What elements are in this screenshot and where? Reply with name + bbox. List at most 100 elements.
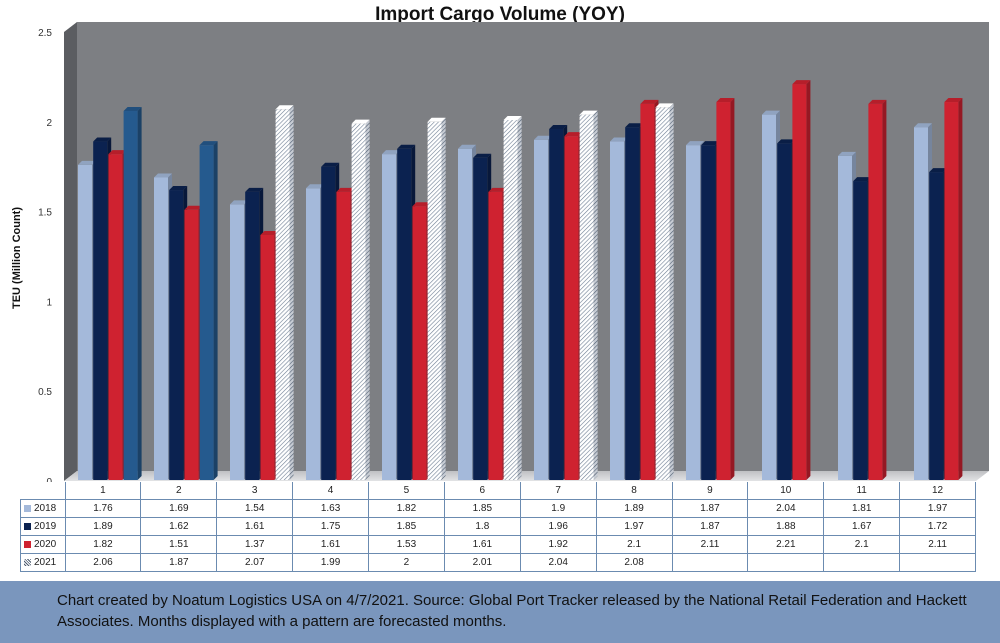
legend-label: 2021: [34, 557, 57, 568]
x-tick-label: 1: [64, 482, 142, 500]
bar-top: [579, 110, 598, 115]
data-label: 2.04: [747, 499, 825, 518]
bar-top: [944, 98, 963, 103]
data-label: 2.08: [595, 553, 673, 572]
y-tick-label: 1: [46, 297, 52, 308]
bar-top: [260, 230, 279, 235]
x-tick-label: 10: [747, 482, 825, 500]
bar-top: [929, 168, 948, 173]
legend-swatch: [24, 522, 31, 530]
bar-2019-3: [245, 191, 260, 480]
bar-top: [412, 202, 431, 207]
data-label: 1.53: [368, 535, 445, 554]
bar-2019-9: [701, 145, 716, 480]
bar-top: [321, 162, 340, 167]
bar-top: [169, 186, 188, 191]
data-label: 1.61: [443, 535, 521, 554]
data-label: 1.75: [292, 517, 369, 536]
data-label: 1.89: [595, 499, 673, 518]
bar-2018-8: [610, 141, 624, 480]
bar-2018-5: [382, 154, 396, 481]
bar-2021-2: [199, 145, 214, 480]
x-tick-label: 5: [368, 482, 445, 500]
table-row: 2019 1.89 1.62 1.61 1.75 1.85 1.8 1.96 1.97 1.87 1…: [20, 517, 976, 536]
bar-side: [806, 80, 811, 481]
legend-entry: 2021: [20, 553, 66, 572]
data-label: 1.92: [519, 535, 597, 554]
data-label: 2.1: [595, 535, 673, 554]
bar-2020-3: [260, 234, 275, 480]
bars-layer: [78, 80, 963, 481]
bar-2018-6: [458, 148, 472, 481]
data-label: [899, 553, 976, 572]
data-label: 1.88: [747, 517, 825, 536]
bar-side: [593, 110, 598, 480]
bar-2019-11: [853, 181, 868, 480]
bar-top: [534, 135, 552, 140]
bar-top: [792, 80, 811, 85]
y-tick-label: 0.5: [38, 387, 52, 398]
data-label: 1.89: [64, 517, 142, 536]
bar-2018-3: [230, 204, 244, 480]
bar-top: [625, 123, 644, 128]
bar-2018-7: [534, 139, 548, 480]
data-label: 2.11: [671, 535, 749, 554]
bar-side: [213, 141, 218, 480]
bar-2021-7: [579, 114, 594, 480]
x-tick-label: 12: [899, 482, 976, 500]
bar-2021-3: [275, 109, 290, 480]
bar-2021-5: [427, 121, 442, 481]
y-axis-ticks: 0 0.5 1 1.5 2 2.5: [38, 28, 52, 482]
bar-top: [610, 137, 628, 142]
bar-top: [701, 141, 720, 146]
plot-side-wall: [64, 22, 77, 481]
data-table: 1 2 3 4 5 6 7 8 9 10 11 12 2018 1.76 1.69 1.54 1.63 1.82 1…: [20, 482, 976, 572]
data-label: 1.61: [216, 517, 294, 536]
data-label: 1.54: [216, 499, 294, 518]
data-label: 1.9: [519, 499, 597, 518]
data-label: 1.87: [140, 553, 218, 572]
footer-note: Chart created by Noatum Logistics USA on…: [57, 592, 967, 630]
y-tick-label: 1.5: [38, 208, 52, 219]
x-tick-label: 3: [216, 482, 294, 500]
bar-2021-1: [123, 111, 138, 481]
data-label: 1.85: [368, 517, 445, 536]
data-label: 2.07: [216, 553, 294, 572]
bar-2020-11: [868, 103, 883, 480]
bar-top: [427, 117, 446, 122]
bar-2018-1: [78, 164, 92, 481]
x-tick-label: 4: [292, 482, 369, 500]
bar-side: [730, 98, 735, 480]
data-label: 1.72: [899, 517, 976, 536]
bar-2019-4: [321, 166, 336, 480]
bar-2018-9: [686, 145, 700, 480]
footer-note-bar: Chart created by Noatum Logistics USA on…: [0, 581, 1000, 643]
data-label: 1.69: [140, 499, 218, 518]
bar-top: [397, 144, 416, 149]
bar-2019-10: [777, 143, 792, 481]
data-label: 1.37: [216, 535, 294, 554]
bar-side: [958, 98, 963, 480]
bar-2020-5: [412, 206, 427, 480]
bar-2019-5: [397, 148, 412, 481]
x-tick-label: 6: [443, 482, 521, 500]
bar-2019-2: [169, 190, 184, 480]
data-label: 2.01: [443, 553, 521, 572]
data-label: 1.97: [595, 517, 673, 536]
data-label: [747, 553, 825, 572]
bar-2020-9: [716, 102, 731, 480]
data-label: 1.87: [671, 499, 749, 518]
data-label: 2.06: [64, 553, 142, 572]
bar-2020-6: [488, 191, 503, 480]
bar-2019-6: [473, 157, 488, 480]
bar-top: [199, 141, 218, 146]
bar-2020-8: [640, 103, 655, 480]
bar-2018-10: [762, 114, 776, 480]
bar-top: [914, 123, 932, 128]
bar-top: [108, 150, 127, 155]
data-label: 1.85: [443, 499, 521, 518]
data-label: 1.62: [140, 517, 218, 536]
bar-top: [382, 150, 400, 155]
table-row: 2018 1.76 1.69 1.54 1.63 1.82 1.85 1.9 1.89 1.87 2…: [20, 499, 976, 518]
bar-top: [655, 103, 674, 108]
